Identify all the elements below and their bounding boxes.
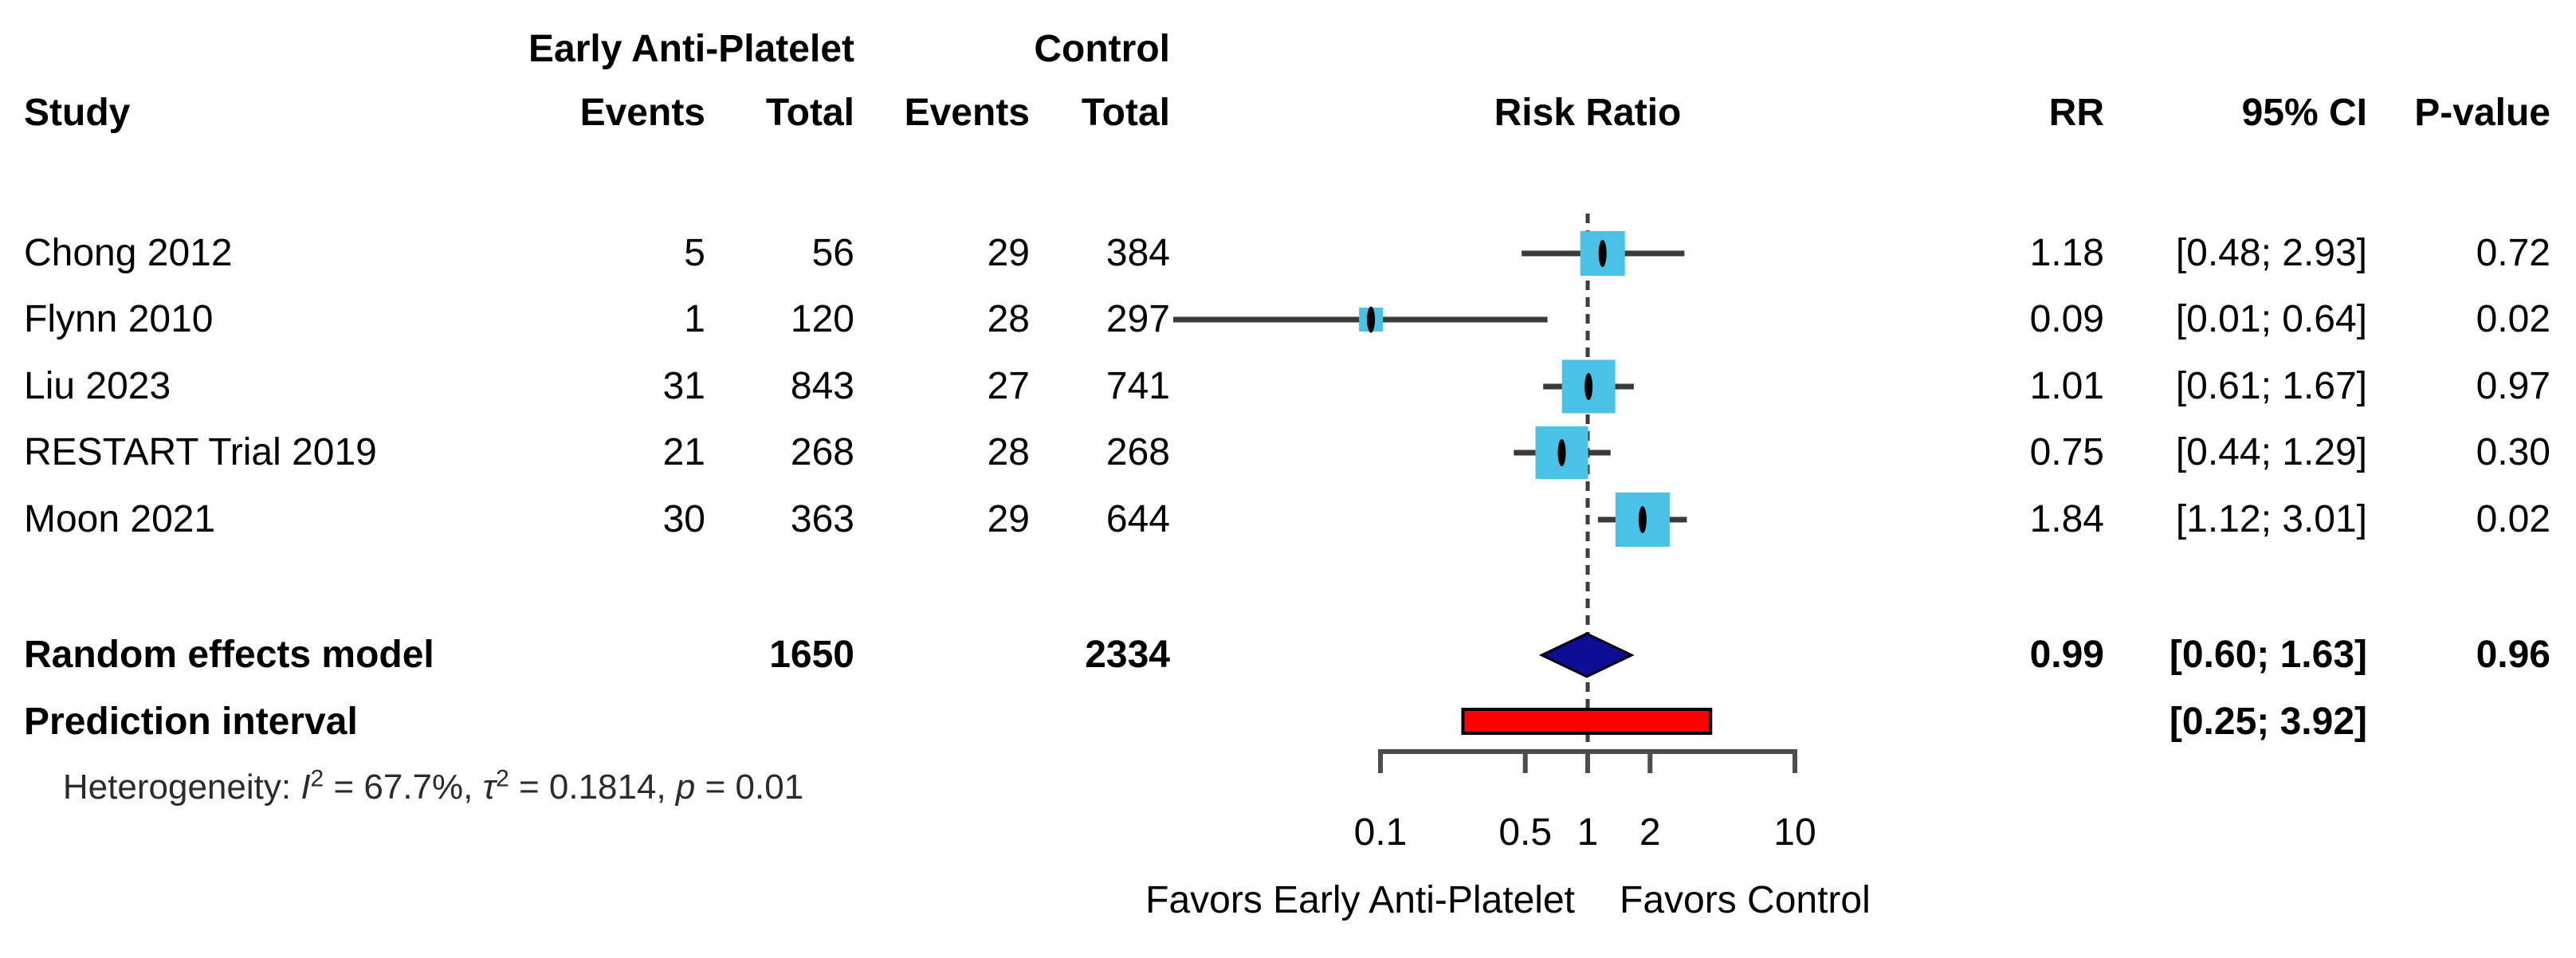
heterogeneity-note: Heterogeneity: I2 = 67.7%, τ2 = 0.1814, …: [62, 765, 804, 807]
p-value: 0.02: [2476, 498, 2550, 540]
rr-value: 1.84: [2029, 498, 2104, 540]
p-symbol: p: [675, 768, 696, 807]
point-estimate-marker: [1557, 439, 1566, 466]
summary-p-value: 0.96: [2476, 634, 2550, 676]
study-name: Flynn 2010: [24, 298, 214, 340]
prediction-interval-bar: [1461, 708, 1713, 735]
summary-total-control: 2334: [1085, 634, 1170, 676]
group-header-control: Control: [1034, 28, 1170, 70]
study-name: Liu 2023: [24, 365, 171, 407]
favors-control-label: Favors Control: [1620, 879, 1871, 921]
col-header-total-control: Total: [1081, 92, 1170, 134]
summary-rr-value: 0.99: [2029, 634, 2104, 676]
events-control: 29: [987, 498, 1030, 540]
rr-value: 0.09: [2029, 298, 2104, 340]
point-estimate-marker: [1367, 306, 1376, 333]
point-estimate-marker: [1598, 240, 1607, 267]
rr-value: 1.18: [2029, 232, 2104, 274]
total-control: 384: [1105, 232, 1170, 274]
total-control: 268: [1105, 431, 1170, 473]
col-header-ci: 95% CI: [2241, 92, 2367, 134]
prediction-label: Prediction interval: [24, 701, 358, 743]
events-treatment: 21: [662, 431, 705, 473]
heterogeneity-label: Heterogeneity:: [62, 768, 301, 807]
x-axis-tick-label: 0.1: [1354, 811, 1408, 854]
summary-diamond: [1538, 632, 1635, 678]
p-value: 0.02: [2476, 298, 2550, 340]
total-control: 644: [1105, 498, 1170, 540]
events-control: 28: [987, 431, 1030, 473]
x-axis-tick-label: 1: [1577, 811, 1599, 854]
point-estimate-marker: [1638, 506, 1647, 533]
events-treatment: 30: [662, 498, 705, 540]
study-name: Chong 2012: [24, 232, 233, 274]
total-treatment: 268: [790, 431, 854, 473]
ci-value: [0.48; 2.93]: [2175, 232, 2367, 274]
summary-label: Random effects model: [24, 634, 434, 676]
x-axis-tick-label: 10: [1773, 811, 1816, 854]
total-treatment: 120: [790, 298, 854, 340]
events-treatment: 1: [684, 298, 705, 340]
total-treatment: 56: [811, 232, 854, 274]
events-control: 28: [987, 298, 1030, 340]
prediction-ci-value: [0.25; 3.92]: [2169, 701, 2367, 743]
col-header-events-treatment: Events: [579, 92, 705, 134]
summary-total-treatment: 1650: [769, 634, 854, 676]
events-treatment: 31: [662, 365, 705, 407]
col-header-risk-ratio: Risk Ratio: [1494, 92, 1682, 134]
col-header-rr: RR: [2048, 92, 2104, 134]
total-treatment: 843: [790, 365, 854, 407]
ci-value: [0.61; 1.67]: [2175, 365, 2367, 407]
x-axis-tick-label: 0.5: [1498, 811, 1552, 854]
favors-treatment-label: Favors Early Anti-Platelet: [1145, 879, 1575, 921]
study-name: Moon 2021: [24, 498, 216, 540]
ci-value: [0.01; 0.64]: [2175, 298, 2367, 340]
ci-value: [0.44; 1.29]: [2175, 431, 2367, 473]
col-header-events-control: Events: [904, 92, 1030, 134]
rr-value: 1.01: [2029, 365, 2104, 407]
point-estimate-marker: [1584, 373, 1593, 400]
events-treatment: 5: [684, 232, 705, 274]
x-axis-tick-label: 2: [1639, 811, 1661, 854]
tau-squared-symbol: τ: [482, 768, 497, 807]
p-value: 0.30: [2476, 431, 2550, 473]
total-treatment: 363: [790, 498, 854, 540]
events-control: 29: [987, 232, 1030, 274]
ci-value: [1.12; 3.01]: [2175, 498, 2367, 540]
i-squared-symbol: I: [300, 768, 311, 807]
total-control: 297: [1105, 298, 1170, 340]
study-name: RESTART Trial 2019: [24, 431, 377, 473]
p-value: 0.72: [2476, 232, 2550, 274]
summary-ci-value: [0.60; 1.63]: [2169, 634, 2367, 676]
col-header-study: Study: [24, 92, 131, 134]
group-header-treatment: Early Anti-Platelet: [528, 28, 854, 70]
col-header-total-treatment: Total: [765, 92, 854, 134]
events-control: 27: [987, 365, 1030, 407]
total-control: 741: [1105, 365, 1170, 407]
p-value: 0.97: [2476, 365, 2550, 407]
col-header-pvalue: P-value: [2414, 92, 2550, 134]
rr-value: 0.75: [2029, 431, 2104, 473]
